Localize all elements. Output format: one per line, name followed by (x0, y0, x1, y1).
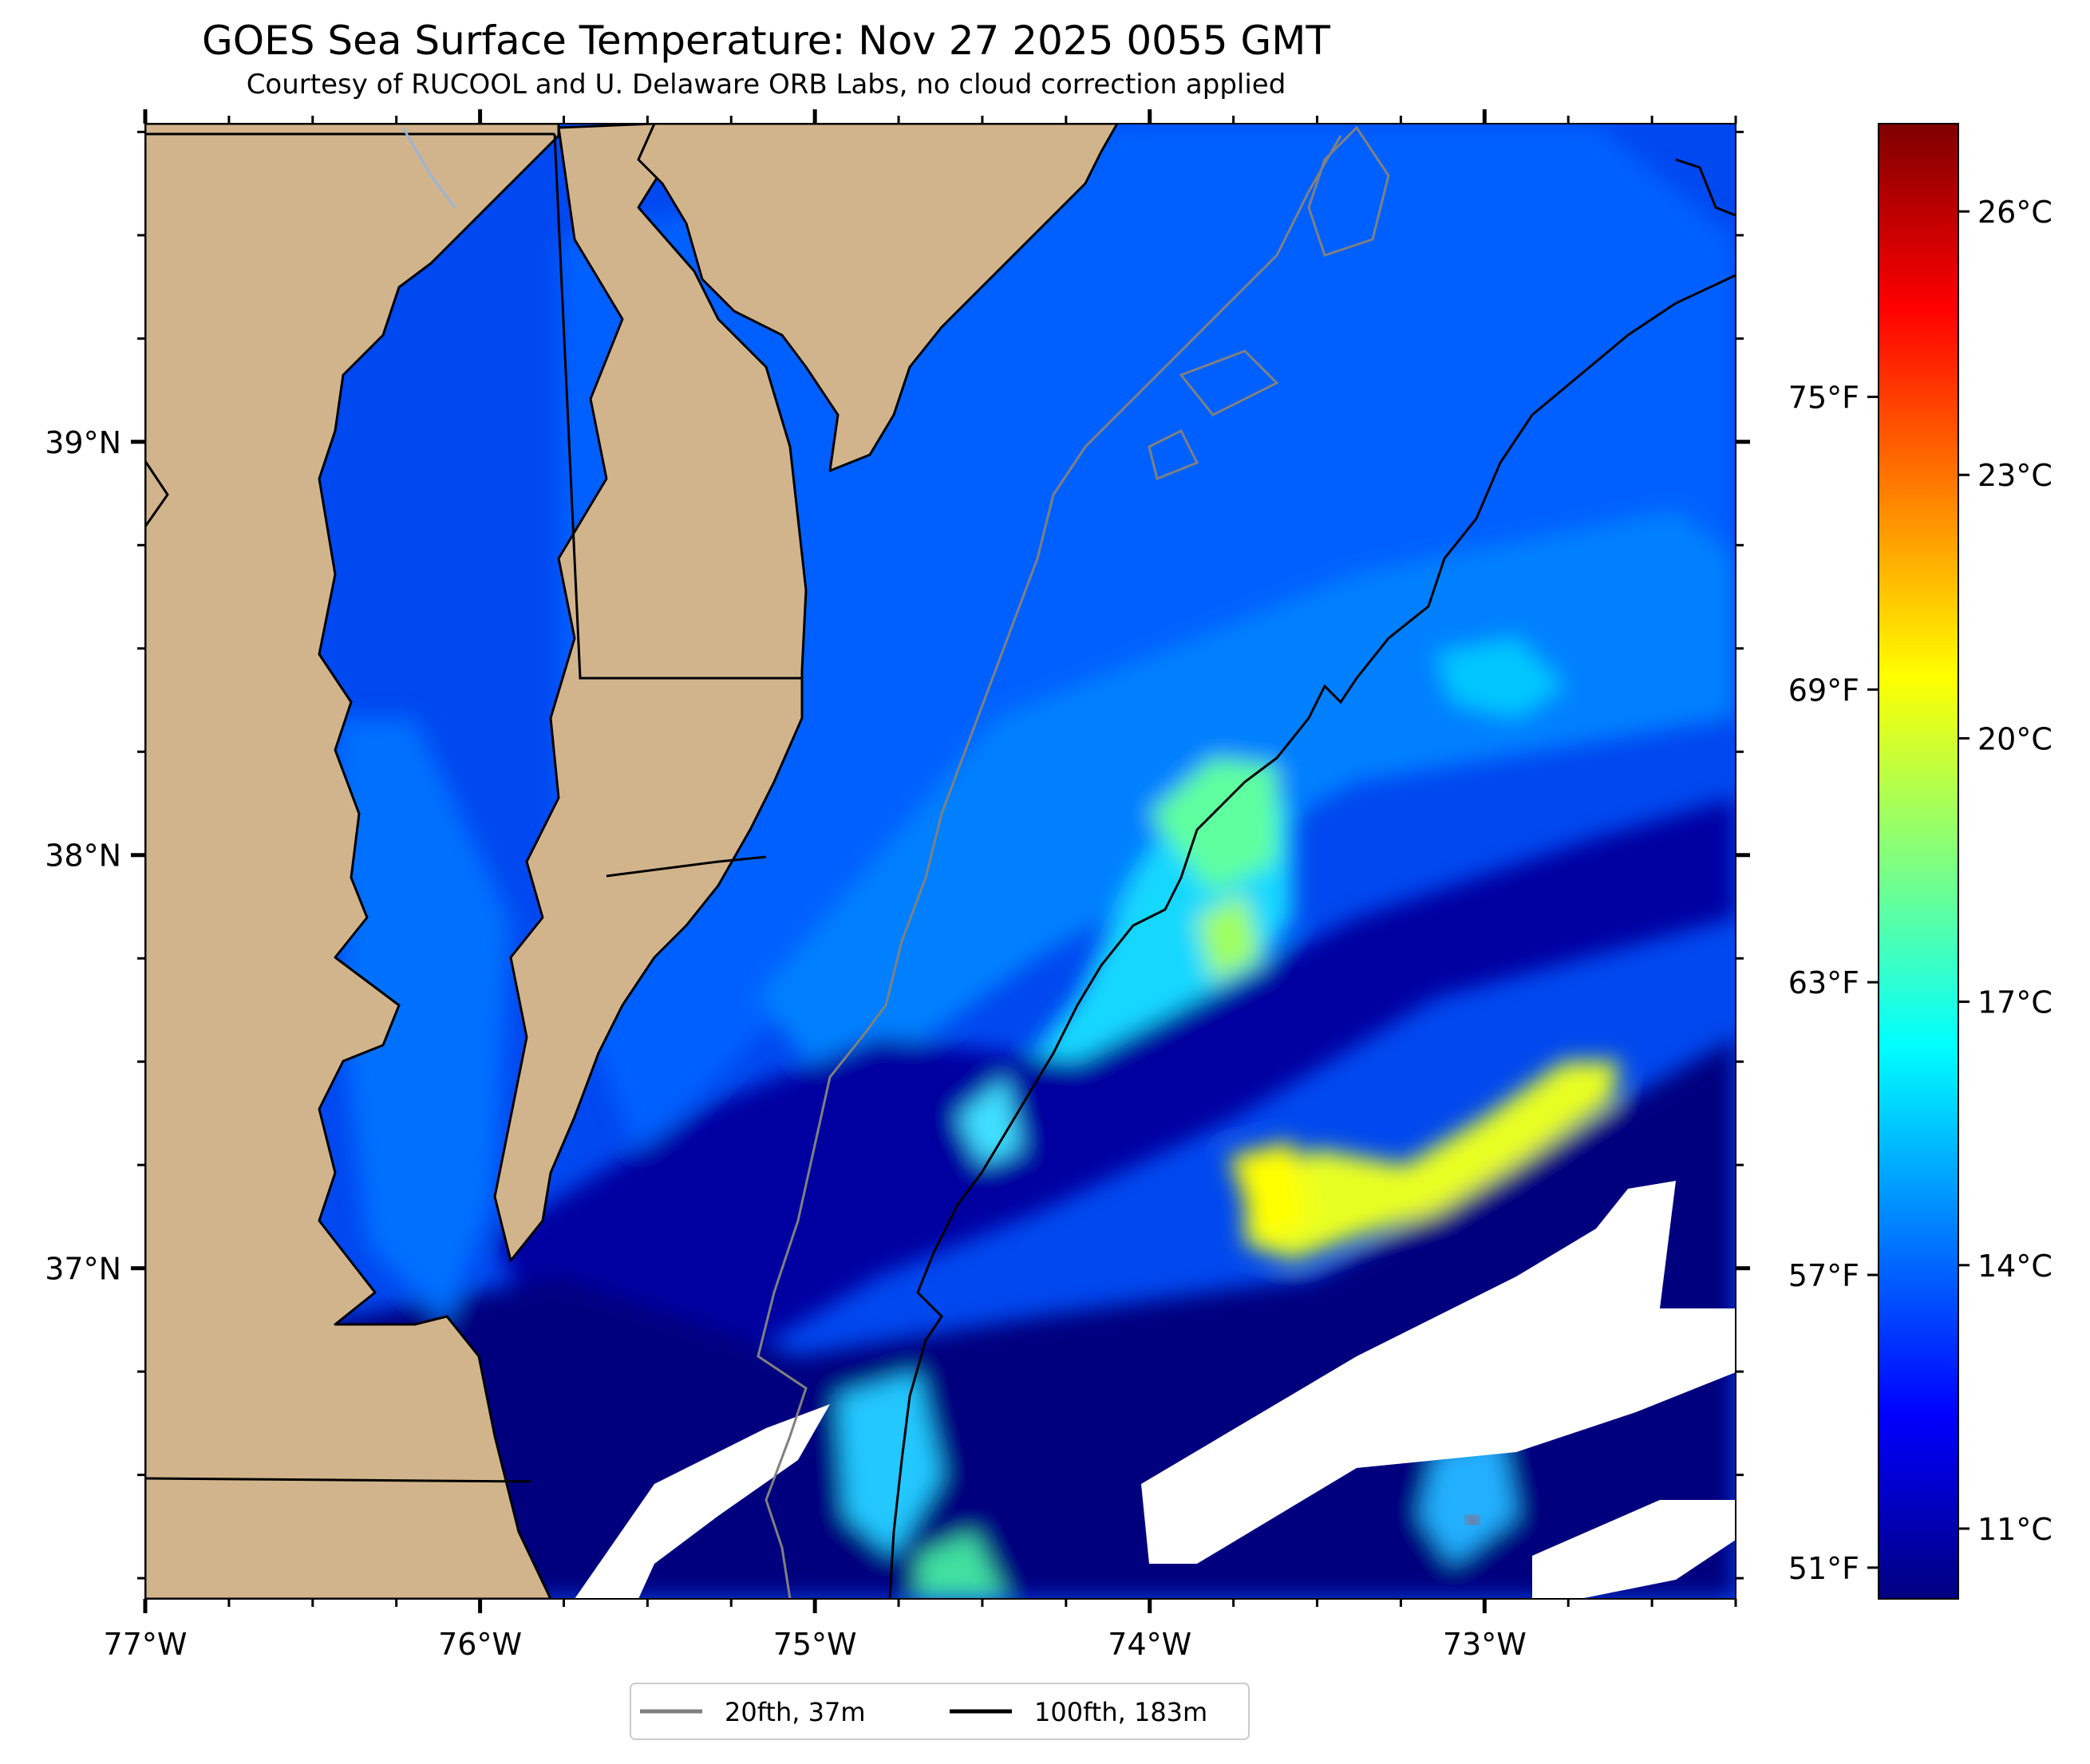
map-title: GOES Sea Surface Temperature: Nov 27 202… (202, 18, 1330, 64)
legend-label-100fth: 100fth, 183m (1034, 1697, 1207, 1727)
fahrenheit-tick-label: 63°F (1788, 965, 1859, 1000)
lon-tick-label: 74°W (1108, 1627, 1191, 1662)
celsius-tick-label: 23°C (1977, 458, 2052, 493)
river-line (401, 127, 456, 208)
lon-tick-label: 77°W (104, 1627, 188, 1662)
fahrenheit-tick-label: 57°F (1788, 1258, 1859, 1293)
fahrenheit-tick-label: 69°F (1788, 673, 1859, 708)
lon-tick-label: 73°W (1443, 1627, 1527, 1662)
lat-tick-label: 37°N (45, 1252, 121, 1287)
sst-hotspot (1467, 1516, 1478, 1524)
map-frame (144, 123, 1736, 1600)
colorbar-bar (1878, 123, 1959, 1600)
celsius-tick-label: 26°C (1977, 195, 2052, 230)
latitude-axis: 39°N 38°N 37°N (45, 130, 1750, 1580)
lon-tick-label: 76°W (438, 1627, 522, 1662)
colorbar-celsius-ticks: 11°C 14°C 17°C 20°C 23°C 26°C (1958, 195, 2052, 1547)
contour-legend: 20fth, 37m 100fth, 183m (630, 1683, 1250, 1740)
celsius-tick-label: 20°C (1977, 721, 2052, 756)
legend-box (630, 1683, 1250, 1740)
map-area (145, 124, 1736, 1599)
fahrenheit-tick-label: 75°F (1788, 380, 1859, 415)
celsius-tick-label: 11°C (1977, 1512, 2052, 1547)
longitude-axis: 77°W 76°W 75°W 74°W 73°W (104, 109, 1737, 1662)
contour-20fth (757, 135, 1342, 1599)
lat-tick-label: 39°N (45, 425, 121, 460)
fahrenheit-tick-label: 51°F (1788, 1551, 1859, 1586)
map-subtitle: Courtesy of RUCOOL and U. Delaware ORB L… (246, 69, 1286, 101)
colorbar-fahrenheit-ticks: 51°F 57°F 63°F 69°F 75°F (1788, 380, 1879, 1586)
celsius-tick-label: 17°C (1977, 985, 2052, 1020)
celsius-tick-label: 14°C (1977, 1249, 2052, 1284)
land (145, 124, 1119, 1599)
colorbar: 11°C 14°C 17°C 20°C 23°C 26°C 51°F 57°F 63°F 69°… (1788, 123, 2052, 1600)
lon-tick-label: 75°W (773, 1627, 857, 1662)
no-data-regions (575, 1181, 1736, 1599)
state-borders (145, 132, 802, 1483)
legend-label-20fth: 20fth, 37m (725, 1697, 865, 1727)
contour-100fth (888, 274, 1736, 1599)
lat-tick-label: 38°N (45, 839, 121, 874)
